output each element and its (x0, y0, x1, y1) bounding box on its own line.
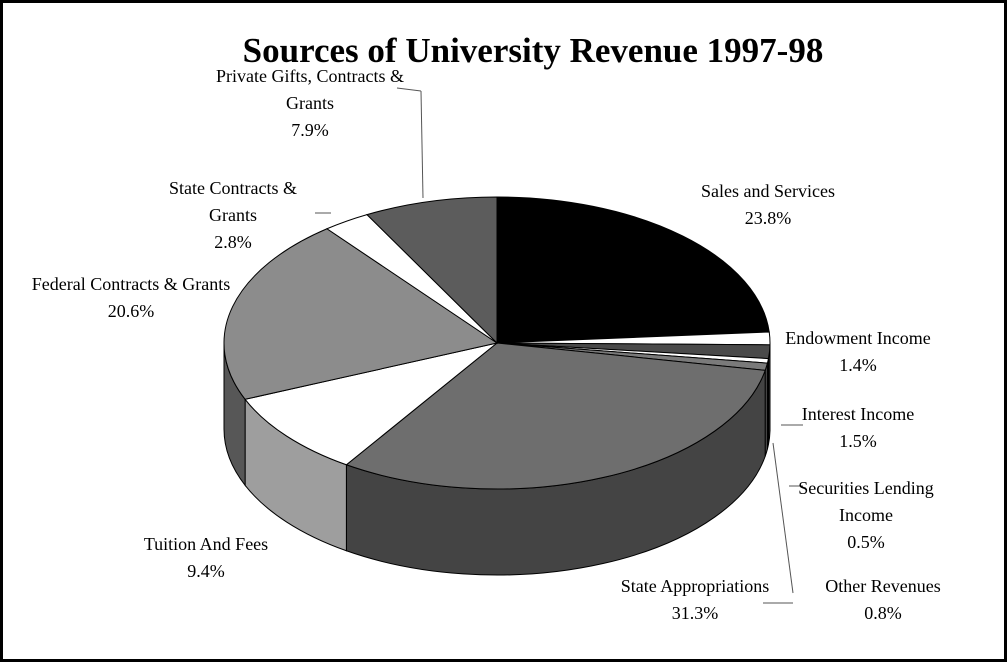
slice-label: Tuition And Fees (143, 534, 269, 554)
slice-label: State Contracts & Grants (169, 178, 297, 225)
slice (244, 342, 498, 466)
slice-label: Interest Income (801, 404, 915, 424)
value-label: 0.8% (864, 603, 902, 623)
slice-label: Other Revenues (825, 576, 941, 596)
slice-label: Federal Contracts & Grants (31, 274, 231, 294)
slice-label: Securities Lending Income (798, 478, 934, 525)
value-label: 1.4% (839, 355, 877, 375)
pie-canvas (223, 87, 803, 604)
value-label: 9.4% (187, 561, 225, 581)
value-label: 31.3% (671, 603, 719, 623)
slice-label: State Appropriations (620, 576, 770, 596)
slice (223, 228, 499, 400)
slice-label: Endowment Income (785, 328, 931, 348)
value-label: 0.5% (847, 532, 885, 552)
value-label: 7.9% (291, 120, 329, 140)
slice (345, 342, 766, 490)
slice (496, 196, 770, 344)
value-label: 20.6% (107, 301, 155, 321)
leader-line (420, 90, 424, 199)
value-label: 23.8% (744, 208, 792, 228)
value-label: 1.5% (839, 431, 877, 451)
value-label: 2.8% (214, 232, 252, 252)
leader-line (396, 87, 422, 92)
chart-title: Sources of University Revenue 1997-98 (242, 31, 824, 70)
slice-label: Sales and Services (701, 181, 835, 201)
slice (366, 196, 498, 345)
slice-label: Private Gifts, Contracts & Grants (216, 66, 404, 113)
leader-line (772, 442, 794, 594)
